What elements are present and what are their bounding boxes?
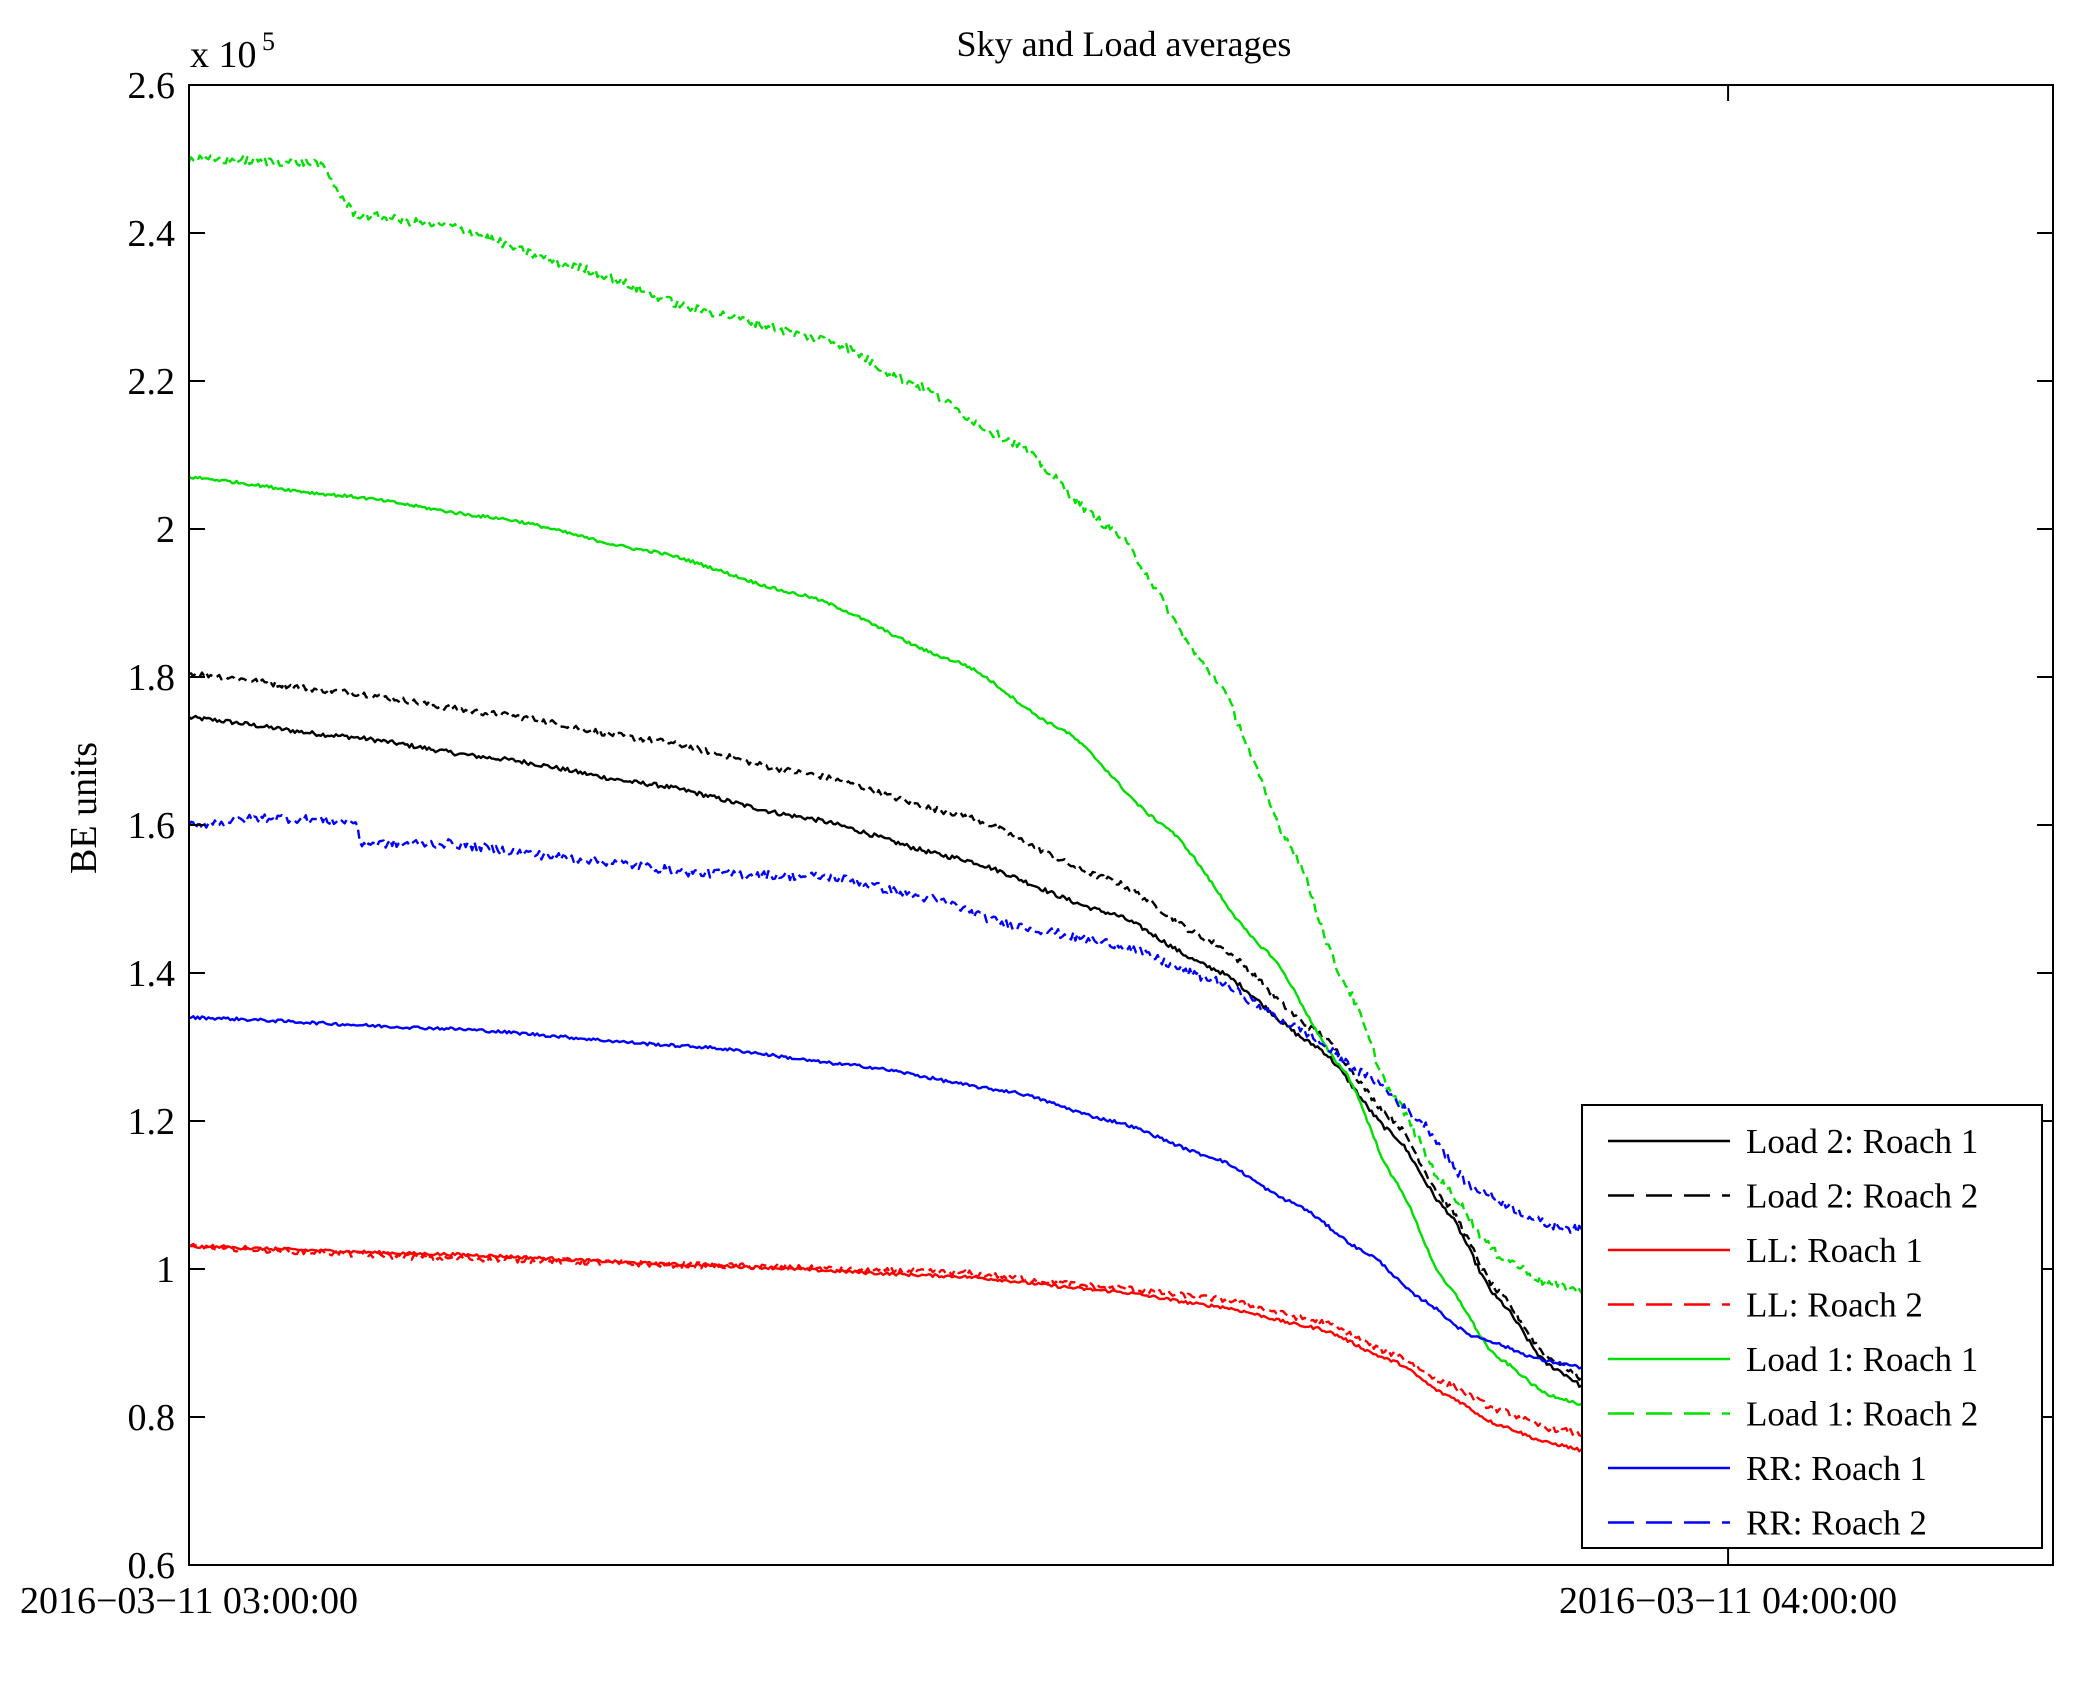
y-tick-label: 1.2 — [128, 1101, 176, 1143]
series-layer — [187, 153, 1704, 1475]
legend-label: RR: Roach 1 — [1746, 1449, 1927, 1488]
series-line-5 — [188, 475, 1704, 1435]
y-tick-label: 0.6 — [128, 1545, 176, 1587]
y-tick-label: 2.4 — [128, 213, 176, 255]
y-multiplier-label: x 10 — [190, 34, 257, 76]
legend-label: LL: Roach 2 — [1746, 1286, 1923, 1325]
legend: Load 2: Roach 1 Load 2: Roach 2 LL: Roach … — [1581, 1104, 2043, 1549]
series-line-3 — [188, 1244, 1704, 1475]
series-line-2 — [189, 671, 1704, 1438]
y-tick-label: 1.6 — [128, 805, 176, 847]
y-tick-label: 2.2 — [128, 361, 176, 403]
y-tick-label: 1.4 — [128, 953, 176, 995]
axes-layer: 0.6 0.8 1 1.2 1.4 1.6 1.8 2 2.2 2.4 2.6 2016−03−11 … — [20, 65, 2054, 1622]
series-line-7 — [188, 1015, 1703, 1383]
y-tick-label: 2 — [156, 509, 175, 551]
y-multiplier-exponent: 5 — [262, 27, 275, 56]
series-line-8 — [188, 813, 1703, 1251]
legend-label: RR: Roach 2 — [1746, 1504, 1927, 1543]
legend-box — [1581, 1104, 2043, 1549]
legend-label: Load 1: Roach 1 — [1746, 1340, 1978, 1379]
y-tick-label: 0.8 — [128, 1397, 176, 1439]
y-tick-label: 1 — [156, 1249, 175, 1291]
y-tick-label: 2.6 — [128, 65, 176, 107]
x-tick-label: 2016−03−11 04:00:00 — [1559, 1580, 1897, 1622]
chart-title: Sky and Load averages — [957, 24, 1292, 64]
x-tick-label: 2016−03−11 03:00:00 — [20, 1580, 358, 1622]
series-line-1 — [188, 714, 1703, 1447]
series-line-4 — [188, 1242, 1703, 1455]
legend-label: Load 1: Roach 2 — [1746, 1395, 1978, 1434]
legend-label: LL: Roach 1 — [1746, 1231, 1923, 1270]
y-axis-label: BE units — [63, 742, 105, 874]
y-tick-label: 1.8 — [128, 657, 176, 699]
legend-label: Load 2: Roach 2 — [1746, 1177, 1978, 1216]
legend-label: Load 2: Roach 1 — [1746, 1122, 1978, 1161]
series-line-6 — [187, 153, 1704, 1318]
